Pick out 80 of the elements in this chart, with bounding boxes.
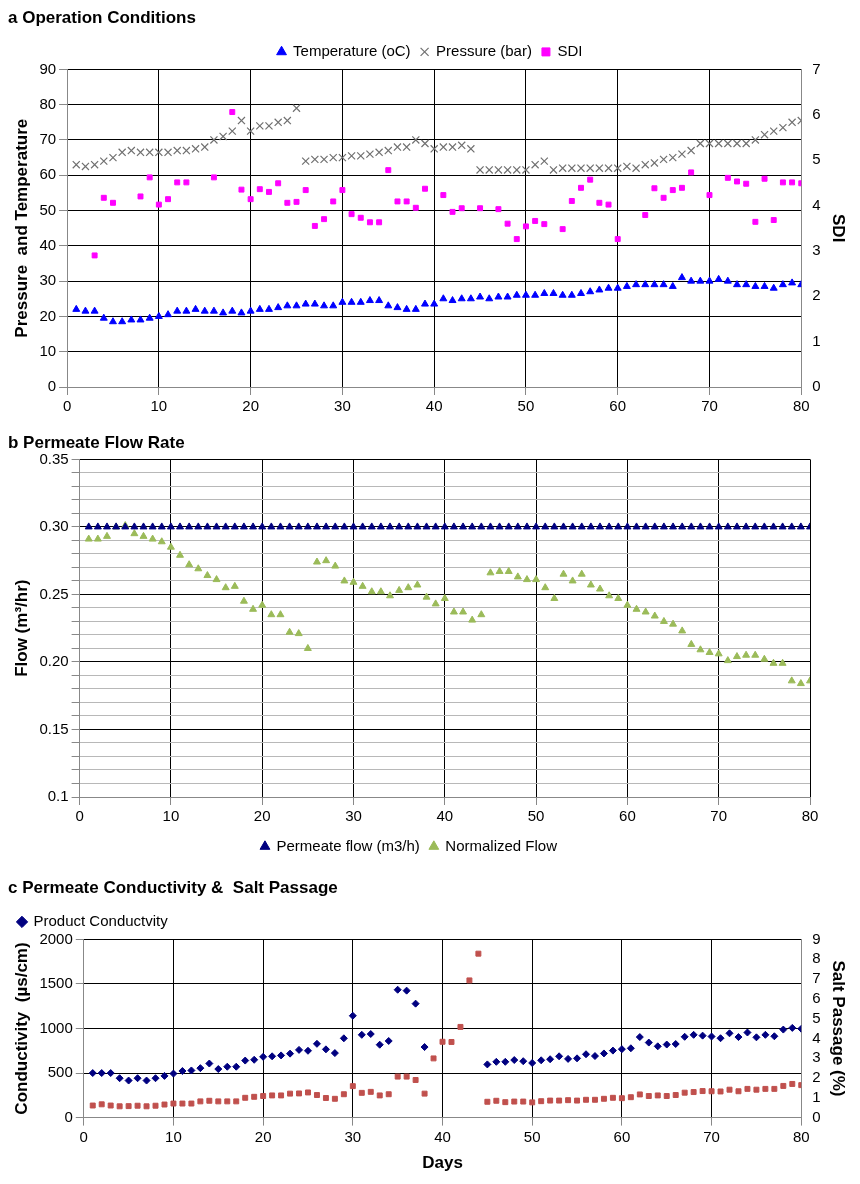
y-tick-label: 1000 xyxy=(39,1018,73,1036)
y2-tick-label: 4 xyxy=(812,195,821,213)
x-tick-label: 70 xyxy=(701,397,718,415)
y-tick-label: 0.20 xyxy=(39,652,69,670)
y2-tick-label: 1 xyxy=(812,1087,821,1105)
y-axis-title: Pressure and Temperature xyxy=(11,118,31,338)
x-tick-label: 10 xyxy=(150,397,168,415)
y2-tick-label: 0 xyxy=(812,1107,821,1125)
x-tick-label: 10 xyxy=(162,807,180,825)
legend-label: Product Conductvity xyxy=(33,912,169,930)
y-tick-label: 40 xyxy=(39,235,57,253)
y2-tick-label: 7 xyxy=(812,969,821,987)
y-tick-label: 0.1 xyxy=(47,787,69,805)
legend-label: Pressure (bar) xyxy=(436,42,532,60)
x-tick-label: 80 xyxy=(792,397,810,415)
x-axis-title: Days xyxy=(422,1153,463,1173)
x-tick-label: 40 xyxy=(436,807,454,825)
x-tick-label: 50 xyxy=(517,397,535,415)
y-tick-label: 70 xyxy=(39,130,57,148)
y-tick-label: 500 xyxy=(47,1063,73,1081)
y-tick-label: 0.35 xyxy=(39,449,69,467)
x-tick-label: 30 xyxy=(345,807,362,825)
x-tick-label: 20 xyxy=(242,397,259,415)
y2-tick-label: 9 xyxy=(812,929,821,947)
y2-tick-label: 2 xyxy=(812,1068,821,1086)
y2-tick-label: 4 xyxy=(812,1028,821,1046)
y-tick-label: 0 xyxy=(64,1107,73,1125)
x-tick-label: 80 xyxy=(801,807,819,825)
x-tick-label: 20 xyxy=(253,807,271,825)
y2-tick-label: 2 xyxy=(812,286,821,304)
y2-tick-label: 8 xyxy=(812,949,821,967)
legend-label: Normalized Flow xyxy=(445,836,558,854)
x-tick-label: 0 xyxy=(75,807,84,825)
legend-label: Temperature (oC) xyxy=(293,42,411,60)
y-tick-label: 60 xyxy=(39,165,57,183)
chart-title: b Permeate Flow Rate xyxy=(8,432,185,452)
y2-tick-label: 7 xyxy=(812,59,821,77)
x-tick-label: 70 xyxy=(710,807,728,825)
y-tick-label: 0 xyxy=(47,377,57,395)
y-tick-label: 0.30 xyxy=(39,517,69,535)
y2-axis-title: SDI xyxy=(829,214,849,243)
x-tick-label: 30 xyxy=(334,397,351,415)
x-tick-label: 60 xyxy=(609,397,627,415)
y2-tick-label: 5 xyxy=(812,1008,821,1026)
y-tick-label: 0.25 xyxy=(39,584,69,602)
x-tick-label: 50 xyxy=(527,807,545,825)
y2-axis-title: Salt Passage (%) xyxy=(829,960,849,1097)
legend-label: Permeate flow (m3/h) xyxy=(276,836,420,854)
x-tick-label: 70 xyxy=(703,1127,720,1145)
legend-label: SDI xyxy=(557,42,583,60)
x-tick-label: 40 xyxy=(425,397,443,415)
y-tick-label: 30 xyxy=(39,271,57,289)
y-tick-label: 20 xyxy=(39,306,57,324)
y2-tick-label: 1 xyxy=(812,331,821,349)
y-axis-title: Flow (m³/hr) xyxy=(11,579,31,677)
y-tick-label: 80 xyxy=(39,94,57,112)
y-tick-label: 50 xyxy=(39,200,57,218)
x-tick-label: 40 xyxy=(434,1127,451,1145)
y-tick-label: 0.15 xyxy=(39,719,69,737)
y-tick-label: 1500 xyxy=(39,974,73,992)
y-tick-label: 10 xyxy=(39,341,57,359)
x-tick-label: 60 xyxy=(619,807,636,825)
x-tick-label: 0 xyxy=(79,1127,88,1145)
x-tick-label: 80 xyxy=(792,1127,810,1145)
y-axis-title: Conductivity (µs/cm) xyxy=(11,942,31,1115)
y2-tick-label: 3 xyxy=(812,1048,821,1066)
chart-title: a Operation Conditions xyxy=(8,7,196,27)
y2-tick-label: 6 xyxy=(812,104,821,122)
y2-tick-label: 5 xyxy=(812,150,821,168)
x-tick-label: 30 xyxy=(344,1127,362,1145)
y2-tick-label: 0 xyxy=(812,377,821,395)
y2-tick-label: 3 xyxy=(812,241,821,259)
x-tick-label: 10 xyxy=(165,1127,182,1145)
chart-title: c Permeate Conductivity & Salt Passage xyxy=(8,877,338,897)
y-tick-label: 90 xyxy=(39,59,57,77)
y-tick-label: 2000 xyxy=(39,929,73,947)
y2-tick-label: 6 xyxy=(812,988,821,1006)
x-tick-label: 20 xyxy=(254,1127,272,1145)
x-tick-label: 50 xyxy=(523,1127,541,1145)
x-tick-label: 60 xyxy=(613,1127,631,1145)
